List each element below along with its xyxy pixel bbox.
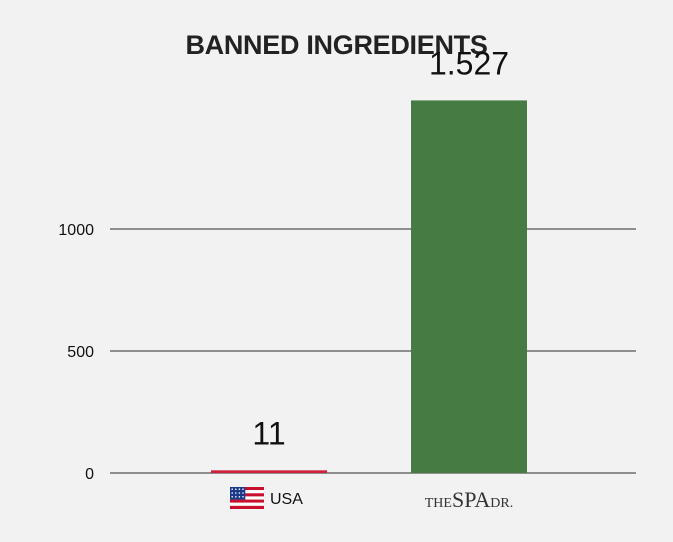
category-usa: USA <box>230 487 303 509</box>
the-spa-dr-logo: THESPADR. <box>425 487 514 512</box>
y-tick-label: 0 <box>85 466 94 483</box>
category-the-spa-dr: THESPADR. <box>425 487 514 512</box>
bar-0 <box>211 470 327 473</box>
category-label-usa: USA <box>270 491 303 508</box>
data-labels: 11 1.527 <box>252 45 509 451</box>
y-tick-label: 1000 <box>58 222 94 239</box>
gridlines: 0 500 1000 <box>58 222 636 483</box>
chart-title: BANNED INGREDIENTS <box>185 30 488 60</box>
category-labels: USA THESPADR. <box>230 487 513 512</box>
data-label-1: 1.527 <box>429 45 509 81</box>
us-flag-icon <box>230 487 264 509</box>
bars <box>211 100 527 474</box>
y-tick-label: 500 <box>67 344 94 361</box>
data-label-0: 11 <box>252 415 285 451</box>
bar-1 <box>411 100 527 474</box>
